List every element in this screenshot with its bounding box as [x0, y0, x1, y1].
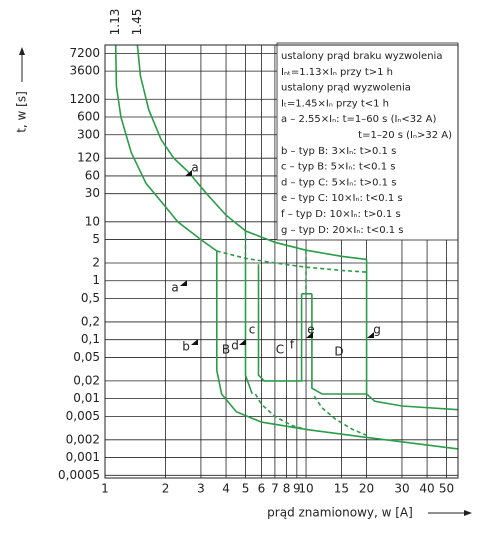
plot-frame [104, 44, 459, 479]
x-tick-label: 3 [197, 482, 205, 496]
region-label: D [334, 345, 343, 359]
curve [244, 258, 253, 395]
curve [313, 395, 367, 436]
y-tick-label: 0,2 [81, 314, 100, 328]
curve [311, 293, 367, 395]
legend-line: Iₜ=1.45×Iₙ przy t<1 h [281, 98, 389, 109]
y-tick-label: 2 [92, 256, 100, 270]
curve [216, 251, 459, 450]
curve [257, 264, 303, 382]
curve [254, 393, 307, 431]
curve-label: 1.13 [108, 9, 122, 36]
region-label: d [231, 339, 239, 353]
y-tick-label: 3600 [69, 64, 100, 78]
legend-line: ustalony prąd braku wyzwolenia [281, 51, 442, 62]
x-tick-label: 15 [334, 482, 349, 496]
x-tick-label: 5 [242, 482, 250, 496]
marker [185, 170, 192, 176]
x-tick-label: 2 [162, 482, 170, 496]
y-tick-label: 0,02 [73, 373, 100, 387]
y-tick-label: 0,5 [81, 291, 100, 305]
region-label: g [373, 323, 381, 337]
y-tick-label: 0,001 [66, 450, 100, 464]
y-axis-label: t, w [s] [15, 91, 29, 133]
y-tick-label: 7200 [69, 46, 100, 60]
x-tick-label: 8 [283, 482, 291, 496]
y-tick-label: 300 [77, 127, 100, 141]
marker [306, 332, 313, 338]
x-tick-label: 9 [293, 482, 301, 496]
y-tick-label: 120 [77, 151, 100, 165]
legend-line: ustalony prąd wyzwolenia [281, 83, 411, 94]
y-tick-label: 5 [92, 232, 100, 246]
marker [239, 339, 246, 345]
y-tick-label: 0,1 [81, 332, 100, 346]
region-label: a [171, 281, 178, 295]
legend-line: f – typ D: 10×Iₙ: t>0.1 s [281, 209, 401, 220]
marker [367, 332, 374, 338]
x-arrow-head [464, 510, 472, 516]
legend-box [276, 42, 459, 241]
legend-line: b – typ B: 3×Iₙ: t>0.1 s [281, 146, 396, 157]
y-tick-label: 10 [85, 214, 100, 228]
region-label: B [222, 343, 230, 357]
y-tick-label: 1 [92, 273, 100, 287]
y-tick-label: 0,01 [73, 391, 100, 405]
region-label: a [191, 161, 198, 175]
y-arrow-head [19, 47, 25, 55]
region-label: b [182, 340, 190, 354]
x-tick-label: 7 [271, 482, 279, 496]
region-label: C [276, 343, 284, 357]
curve-label: 1.45 [130, 9, 144, 36]
legend-line: g – typ D: 20×Iₙ: t<0.1 s [281, 225, 404, 236]
x-tick-label: 4 [222, 482, 230, 496]
x-tick-label: 6 [258, 482, 266, 496]
curve [365, 259, 459, 411]
x-tick-label: 30 [394, 482, 409, 496]
legend-line: d – typ C: 5×Iₙ: t>0.1 s [281, 177, 396, 188]
region-label: c [249, 323, 256, 337]
curve [114, 44, 218, 252]
y-tick-label: 0,0005 [58, 468, 100, 482]
markers [180, 170, 374, 345]
y-tick-label: 30 [85, 186, 100, 200]
x-axis-label: prąd znamionowy, w [A] [267, 506, 413, 520]
x-tick-label: 1 [101, 482, 109, 496]
y-tick-label: 0,002 [66, 432, 100, 446]
region-label: f [290, 338, 295, 352]
y-tick-label: 1200 [69, 92, 100, 106]
legend: ustalony prąd braku wyzwolenia Iₙₜ=1.13×I… [281, 51, 452, 236]
marker [191, 339, 198, 345]
region-label: e [307, 323, 314, 337]
curve [216, 250, 367, 273]
y-tick-label: 0,05 [73, 350, 100, 364]
legend-line: c – typ B: 5×Iₙ: t<0.1 s [281, 162, 395, 173]
legend-line: Iₙₜ=1.13×Iₙ przy t>1 h [281, 67, 393, 78]
y-tick-label: 600 [77, 110, 100, 124]
x-tick-label: 20 [359, 482, 374, 496]
y-tick-label: 60 [85, 168, 100, 182]
x-tick-label: 40 [419, 482, 434, 496]
legend-line: e – typ C: 10×Iₙ: t<0.1 s [281, 193, 403, 204]
x-tick-label: 50 [439, 482, 454, 496]
x-tick-label: 10 [298, 482, 313, 496]
legend-line: a – 2.55×Iₙ: t=1–60 s (Iₙ<32 A) [281, 114, 437, 125]
y-tick-label: 0,005 [66, 409, 100, 423]
marker [180, 280, 187, 286]
curves [114, 44, 459, 450]
legend-line: t=1–20 s (Iₙ>32 A) [358, 130, 452, 141]
